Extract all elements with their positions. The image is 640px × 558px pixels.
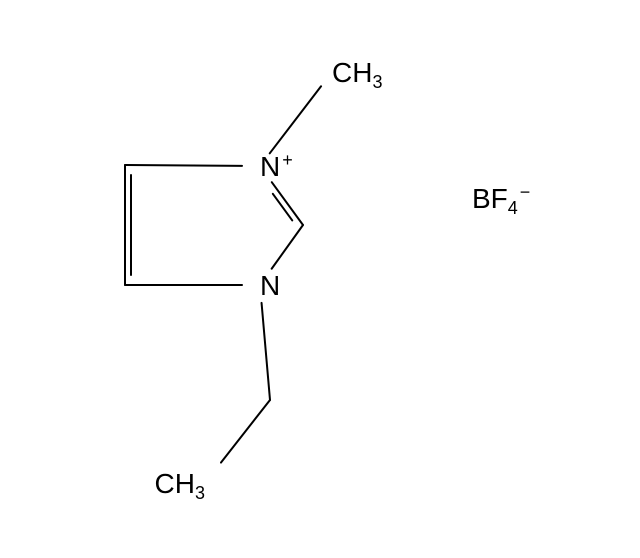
atom-label-N_plus: N+	[260, 150, 293, 182]
atom-label-N_bottom: N	[260, 270, 280, 301]
molecule-diagram: N+ N CH3 CH3 BF4−	[0, 0, 640, 558]
atom-labels: N+ N CH3 CH3 BF4−	[155, 57, 531, 503]
atom-label-BF4: BF4−	[472, 182, 530, 218]
bonds	[125, 86, 321, 462]
atom-label-CH3_top: CH3	[332, 57, 382, 92]
atom-label-CH3_bot: CH3	[155, 468, 205, 503]
